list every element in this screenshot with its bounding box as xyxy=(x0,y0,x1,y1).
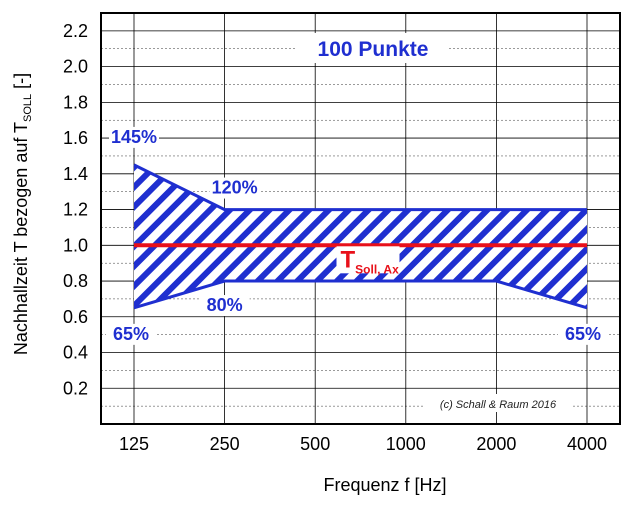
annotation-background xyxy=(199,295,250,317)
annotation-label: 65% xyxy=(565,324,601,344)
tolerance-band xyxy=(133,163,588,310)
y-axis-label: Nachhallzeit T bezogen auf TSOLL [-] xyxy=(11,73,34,355)
y-tick-label: 0.4 xyxy=(63,343,88,363)
chart-title-background xyxy=(297,33,449,63)
target-label-background xyxy=(336,246,400,274)
x-tick-label: 250 xyxy=(210,434,240,454)
y-tick-label: 2.2 xyxy=(63,21,88,41)
y-axis-label-subscript: SOLL xyxy=(22,94,34,122)
x-axis-label: Frequenz f [Hz] xyxy=(323,475,446,495)
y-axis-label-main: Nachhallzeit T bezogen auf T xyxy=(11,122,31,355)
y-tick-label: 0.8 xyxy=(63,271,88,291)
x-axis-ticks: 125 250 500 1000 2000 4000 xyxy=(119,434,607,454)
annotations: 145% 120% 80% 65% 65% xyxy=(106,126,608,345)
y-tick-label: 0.2 xyxy=(63,378,88,398)
annotation-label: 80% xyxy=(207,295,243,315)
lower-bound-line xyxy=(133,279,588,310)
tolerance-band-fill xyxy=(134,164,587,308)
x-tick-label: 1000 xyxy=(386,434,426,454)
target-line-label-subscript: Soll, Ax xyxy=(355,262,399,276)
target-line-label: TSoll, Ax xyxy=(341,246,400,276)
plot-frame xyxy=(100,12,621,425)
y-tick-label: 1.4 xyxy=(63,164,88,184)
y-tick-label: 1.8 xyxy=(63,92,88,112)
annotation-background xyxy=(106,323,156,345)
x-tick-label: 2000 xyxy=(476,434,516,454)
y-tick-label: 0.6 xyxy=(63,307,88,327)
y-tick-label: 1.2 xyxy=(63,200,88,220)
annotation-label: 65% xyxy=(113,324,149,344)
x-tick-label: 125 xyxy=(119,434,149,454)
annotation-background xyxy=(109,126,159,148)
annotation-label: 145% xyxy=(111,127,157,147)
copyright-text: (c) Schall & Raum 2016 xyxy=(440,399,557,411)
x-tick-label: 500 xyxy=(300,434,330,454)
annotation-label: 120% xyxy=(212,178,258,198)
y-axis-ticks: 0.2 0.4 0.6 0.8 1.0 1.2 1.4 1.6 1.8 2.0 2.2 xyxy=(63,21,88,398)
y-tick-label: 1.6 xyxy=(63,128,88,148)
target-line-group: TSoll, Ax xyxy=(134,243,587,276)
y-axis-label-unit: [-] xyxy=(11,73,31,94)
chart-title: 100 Punkte xyxy=(318,38,429,61)
copyright-background xyxy=(425,394,572,412)
y-tick-label: 1.0 xyxy=(63,235,88,255)
target-line-label-main: T xyxy=(341,246,356,273)
upper-bound-line xyxy=(133,163,587,212)
annotation-background xyxy=(209,177,260,199)
y-tick-label: 2.0 xyxy=(63,57,88,77)
x-tick-label: 4000 xyxy=(567,434,607,454)
annotation-background xyxy=(558,323,608,345)
